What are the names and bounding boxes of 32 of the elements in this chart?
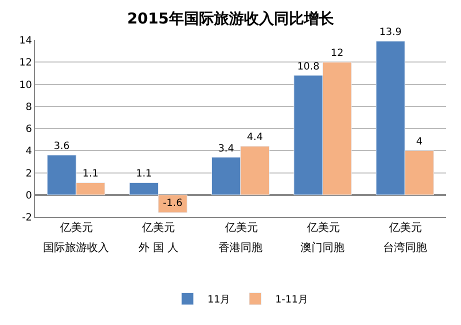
x-tick-label: 澳门同胞	[300, 241, 345, 254]
data-label: 3.6	[54, 141, 70, 152]
text: 亿美元	[59, 221, 93, 234]
y-tick-label: 0	[26, 190, 32, 202]
y-tick-label: 2	[26, 168, 32, 180]
y-tick-label: 8	[26, 102, 32, 113]
x-tick-label: 香港同胞	[218, 241, 262, 254]
text: 亿美元	[224, 221, 258, 234]
text: 亿美元	[306, 221, 340, 234]
data-label: 1.1	[136, 168, 152, 180]
x-tick-label: 外 国 人	[138, 241, 178, 254]
x-tick-label: 台湾同胞	[382, 241, 427, 254]
y-tick-label: 4	[26, 146, 32, 158]
text: 亿美元	[388, 221, 422, 234]
data-label: 13.9	[379, 27, 402, 38]
y-tick-label: 6	[26, 124, 32, 135]
chart-title: 2015年国际旅游收入同比增长	[127, 10, 335, 28]
x-tick-label: 国际旅游收入	[43, 241, 110, 254]
data-label: -1.6	[162, 198, 182, 210]
data-label: 10.8	[297, 61, 320, 72]
data-label: 12	[330, 48, 344, 60]
y-tick-label: 12	[19, 58, 32, 69]
legend-label: 11月	[208, 294, 230, 306]
legend-label: 1-11月	[275, 294, 308, 306]
data-label: 4	[416, 136, 422, 148]
data-label: 4.4	[246, 132, 263, 144]
data-label: 1.1	[82, 168, 98, 180]
data-label: 3.4	[218, 143, 234, 154]
text: 亿美元	[141, 221, 175, 234]
y-tick-label: -2	[22, 212, 32, 224]
y-tick-label: 14	[19, 36, 32, 46]
y-tick-label: 10	[19, 80, 32, 91]
